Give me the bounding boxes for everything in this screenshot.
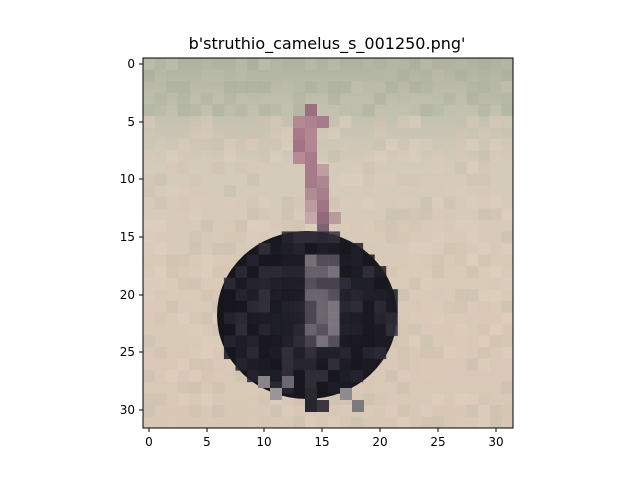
x-tick-label: 5	[203, 435, 211, 449]
ostrich-body-pixels	[223, 231, 398, 412]
x-axis: 0 5 10 15 20 25 30	[145, 428, 504, 449]
figure-title: b'struthio_camelus_s_001250.png'	[189, 34, 466, 54]
y-tick-label: 5	[127, 115, 135, 129]
y-tick-label: 30	[120, 403, 135, 417]
y-tick-label: 25	[120, 345, 135, 359]
x-tick-label: 30	[488, 435, 503, 449]
axes-frame	[142, 57, 514, 429]
x-tick-label: 25	[430, 435, 445, 449]
x-tick-label: 10	[256, 435, 271, 449]
x-tick-label: 20	[372, 435, 387, 449]
y-tick-label: 0	[127, 57, 135, 71]
y-axis: 0 5 10 15 20 25 30	[120, 57, 143, 417]
y-tick-label: 10	[120, 172, 135, 186]
image-area	[142, 57, 514, 429]
x-tick-label: 0	[145, 435, 153, 449]
y-tick-label: 20	[120, 288, 135, 302]
y-tick-label: 15	[120, 230, 135, 244]
background-texture	[143, 58, 513, 428]
x-tick-label: 15	[314, 435, 329, 449]
